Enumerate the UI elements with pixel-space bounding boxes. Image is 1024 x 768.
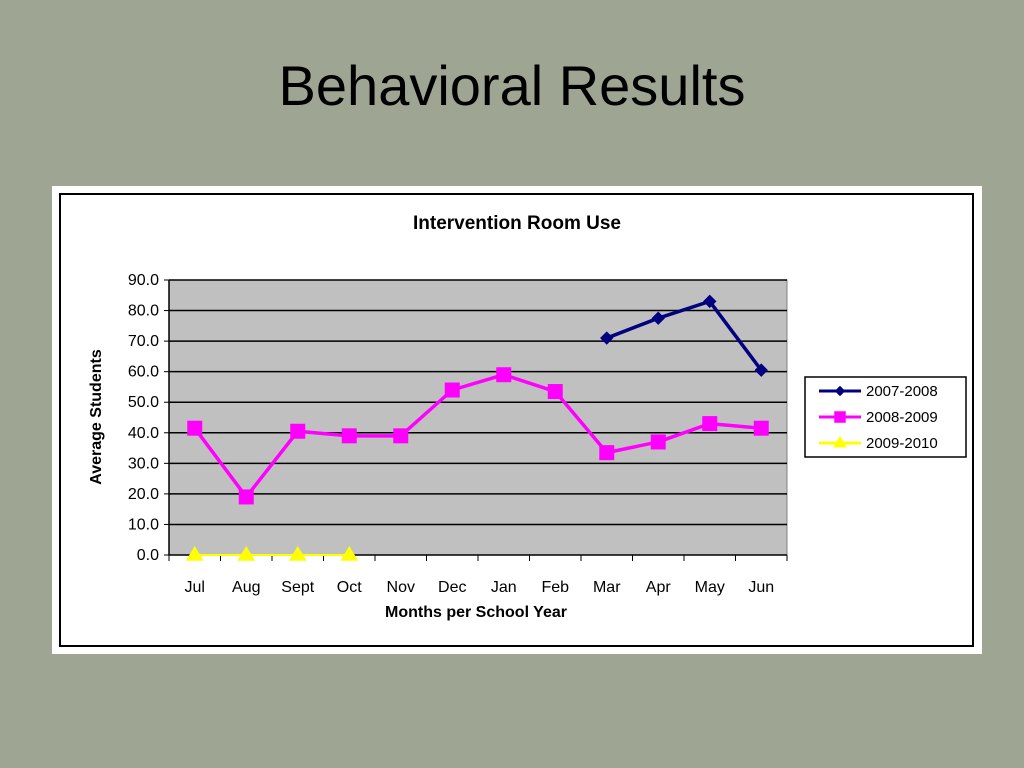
marker-square: [187, 420, 203, 436]
marker-square: [393, 428, 409, 444]
marker-diamond: [834, 385, 846, 397]
series-2007-2008: [600, 294, 768, 377]
plot-area: [168, 279, 788, 556]
marker-triangle: [237, 546, 256, 561]
y-tick-label: 10.0: [128, 516, 159, 533]
y-tick-label: 80.0: [128, 303, 159, 320]
x-tick-label: Aug: [232, 579, 260, 596]
x-tick-label: Oct: [337, 579, 362, 596]
marker-square: [547, 384, 563, 400]
marker-square: [599, 445, 615, 461]
y-tick-label: 90.0: [128, 272, 159, 289]
y-tick-label: 50.0: [128, 394, 159, 411]
gridlines: [169, 279, 787, 526]
x-tick-label: Sept: [281, 579, 314, 596]
marker-square: [834, 411, 846, 423]
y-tick-label: 0.0: [137, 547, 159, 564]
legend-entry: 2007-2008: [819, 383, 938, 400]
series-line: [606, 299, 763, 372]
series-2008-2009: [187, 367, 769, 505]
x-tick-label: Jan: [491, 579, 517, 596]
data-series: [185, 294, 769, 561]
marker-square: [341, 428, 357, 444]
x-tick-label: Apr: [646, 579, 672, 596]
marker-triangle: [833, 436, 847, 448]
chart-title: Intervention Room Use: [413, 213, 621, 234]
legend-entry: 2009-2010: [819, 435, 938, 452]
x-tick-label: Feb: [541, 579, 569, 596]
series-2009-2010: [185, 546, 359, 561]
slide-title: Behavioral Results: [278, 54, 746, 117]
series-line: [193, 372, 762, 499]
marker-square: [753, 420, 769, 436]
marker-square: [444, 382, 460, 398]
marker-diamond: [651, 311, 665, 325]
y-tick-label: 40.0: [128, 425, 159, 442]
axes: 0.0 10.0 20.0 30.0 40.0 50.0 60.0 70.0 80.0 90.0 J…: [128, 272, 788, 596]
marker-square: [650, 434, 666, 450]
marker-square: [290, 423, 306, 439]
x-tick-label: Mar: [593, 579, 621, 596]
x-tick-label: Jun: [748, 579, 774, 596]
legend-label: 2008-2009: [866, 409, 938, 426]
x-axis-label: Months per School Year: [385, 604, 567, 621]
x-tick-label: Nov: [387, 579, 415, 596]
x-tick-label: May: [695, 579, 725, 596]
x-tick-label: Dec: [438, 579, 466, 596]
legend-entry: 2008-2009: [819, 409, 938, 426]
marker-square: [496, 367, 512, 383]
marker-diamond: [600, 331, 614, 345]
marker-triangle: [340, 546, 359, 561]
x-tick-label: Jul: [185, 579, 205, 596]
marker-square: [238, 489, 254, 505]
y-tick-label: 60.0: [128, 364, 159, 381]
chart: Intervention Room Use 0.0 10.0 20.0 30.0 40.…: [59, 193, 974, 647]
y-tick-label: 30.0: [128, 455, 159, 472]
y-axis-label: Average Students: [88, 349, 105, 485]
y-tick-label: 20.0: [128, 486, 159, 503]
marker-triangle: [288, 546, 307, 561]
marker-square: [702, 416, 718, 432]
legend: 2007-2008 2008-2009 2009-2010: [804, 376, 967, 458]
marker-triangle: [185, 546, 204, 561]
marker-diamond: [703, 294, 717, 309]
legend-label: 2007-2008: [866, 383, 938, 400]
marker-diamond: [754, 363, 768, 377]
legend-label: 2009-2010: [866, 435, 938, 452]
chart-panel: Intervention Room Use 0.0 10.0 20.0 30.0 40.…: [52, 186, 982, 654]
y-tick-label: 70.0: [128, 333, 159, 350]
